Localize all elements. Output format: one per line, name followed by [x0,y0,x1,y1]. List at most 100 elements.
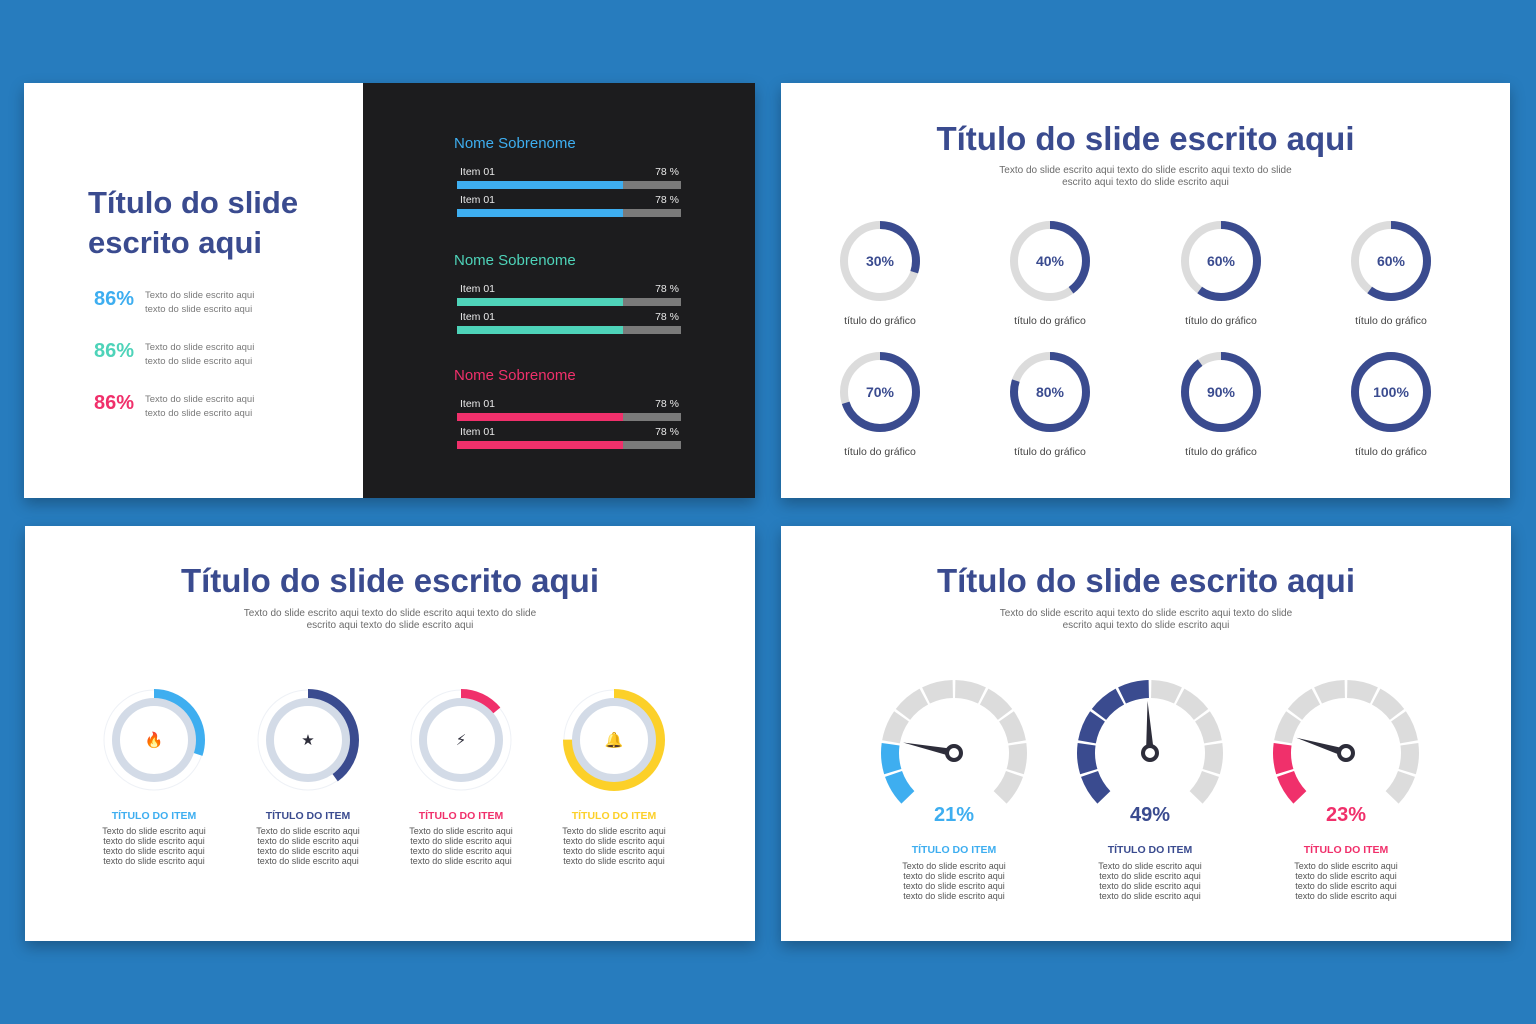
bar-track [457,441,681,449]
gauge-segment [1202,742,1223,775]
donut-chart: 60% [1181,221,1261,301]
gauge-hub [1337,744,1355,762]
stat-text-line: Texto do slide escrito aqui [145,342,255,353]
item-text: Texto do slide escrito aqui texto do slid… [233,826,383,866]
slide-gauges: Título do slide escrito aqui Texto do sl… [781,526,1511,941]
donut-caption: título do gráfico [1014,446,1086,458]
gauge-segment [1175,688,1209,720]
stat-text: Texto do slide escrito aqui texto do slid… [145,341,285,369]
item-title: TÍTULO DO ITEM [911,844,997,856]
stat-text: Texto do slide escrito aqui texto do slid… [145,393,285,421]
gauge-percent: 21% [933,804,975,826]
ring-value-arc [410,689,512,791]
bar-percent: 78 % [655,194,679,206]
gauge-segment [979,688,1013,720]
item-text: Texto do slide escrito aqui texto do slid… [79,826,229,866]
slide4-subtitle: Texto do slide escrito aqui texto do sli… [999,608,1293,631]
donut-value-arc [1010,221,1090,301]
donut-percent: 80% [1036,384,1065,400]
gauge-segment [1314,680,1345,704]
gauge-segment [1287,688,1321,720]
donut-value-arc [840,221,920,301]
item-text-line: texto do slide escrito aqui [410,846,512,856]
item-text-line: texto do slide escrito aqui [903,881,1005,891]
donut-caption: título do gráfico [1014,315,1086,327]
bar-track [457,181,681,189]
slide-icon-rings: Título do slide escrito aqui Texto do sl… [25,526,755,941]
gauge-segment [1398,742,1419,775]
item-text-line: texto do slide escrito aqui [1295,871,1397,881]
donut-percent: 60% [1207,253,1236,269]
stat-value: 86% [94,340,135,362]
item-text-line: texto do slide escrito aqui [563,846,665,856]
item-text-line: texto do slide escrito aqui [410,836,512,846]
bar-percent: 78 % [655,398,679,410]
item-text: Texto do slide escrito aqui texto do slid… [1271,861,1421,901]
gauge-segment [882,711,909,744]
ring-value-arc [563,689,665,791]
bar-percent: 78 % [655,426,679,438]
item-title: TÍTULO DO ITEM [1107,844,1193,856]
item-text-line: texto do slide escrito aqui [257,856,359,866]
slide-progress-bars: Título do slide escrito aqui 86% Texto do… [24,83,755,498]
donut-caption: título do gráfico [1355,446,1427,458]
gauge-segment [1391,711,1418,744]
bar-label: Item 01 [460,283,496,295]
gauge-segment [1081,770,1111,804]
gauge-segment [881,742,902,775]
donut-value-arc [1181,352,1261,432]
bar-track [457,298,681,306]
donut-percent: 90% [1207,384,1236,400]
item-title: TÍTULO DO ITEM [1303,844,1389,856]
bar-track [457,413,681,421]
group-name: Nome Sobrenome [454,367,576,384]
gauge-hub [1141,744,1159,762]
gauge-segment [955,680,986,704]
gauge-needle [1296,737,1348,757]
ring-inner [266,698,350,782]
gauge-percent: 49% [1129,804,1171,826]
bar-percent: 78 % [655,283,679,295]
item-text-line: texto do slide escrito aqui [563,836,665,846]
gauge-segment [885,770,915,804]
donut-caption: título do gráfico [844,446,916,458]
item-text-line: texto do slide escrito aqui [1099,871,1201,881]
item-text: Texto do slide escrito aqui texto do slid… [386,826,536,866]
gauge-segment [993,770,1023,804]
donut-value-arc [1351,352,1431,432]
gauge-segment [1274,711,1301,744]
bar-track [457,209,681,217]
gauge-segment [1195,711,1222,744]
slide2-subtitle: Texto do slide escrito aqui texto do sli… [999,165,1292,188]
stat-text: Texto do slide escrito aqui texto do slid… [145,289,285,317]
ring-inner [419,698,503,782]
item-text-line: texto do slide escrito aqui [903,891,1005,901]
stat-value: 86% [94,392,135,414]
item-text-line: Texto do slide escrito aqui [409,826,513,836]
gauge-segment [999,711,1026,744]
item-text-line: texto do slide escrito aqui [903,871,1005,881]
item-text-line: Texto do slide escrito aqui [1294,861,1398,871]
bar-label: Item 01 [460,311,496,323]
bar-fill [457,209,623,217]
item-title: TÍTULO DO ITEM [111,810,197,822]
slide4-title: Título do slide escrito aqui [936,562,1356,599]
donut-chart: 30% [840,221,920,301]
item-text-line: texto do slide escrito aqui [257,836,359,846]
ring-value-arc [257,689,359,791]
slide-donut-charts: Título do slide escrito aqui Texto do sl… [781,83,1510,498]
donut-chart: 70% [840,352,920,432]
gauge-segment [1273,742,1294,775]
gauge-needle [903,742,955,757]
gauge-chart [1273,680,1419,804]
bar-label: Item 01 [460,426,496,438]
item-text: Texto do slide escrito aqui texto do slid… [539,826,689,866]
gauge-percent: 23% [1325,804,1367,826]
donut-percent: 30% [866,253,895,269]
slide1-title: Título do slide escrito aqui [88,185,299,260]
donut-percent: 40% [1036,253,1065,269]
bar-fill [457,181,623,189]
flame-icon: 🔥 [144,731,164,749]
group-name: Nome Sobrenome [454,252,576,269]
gauge-segment [1385,770,1415,804]
